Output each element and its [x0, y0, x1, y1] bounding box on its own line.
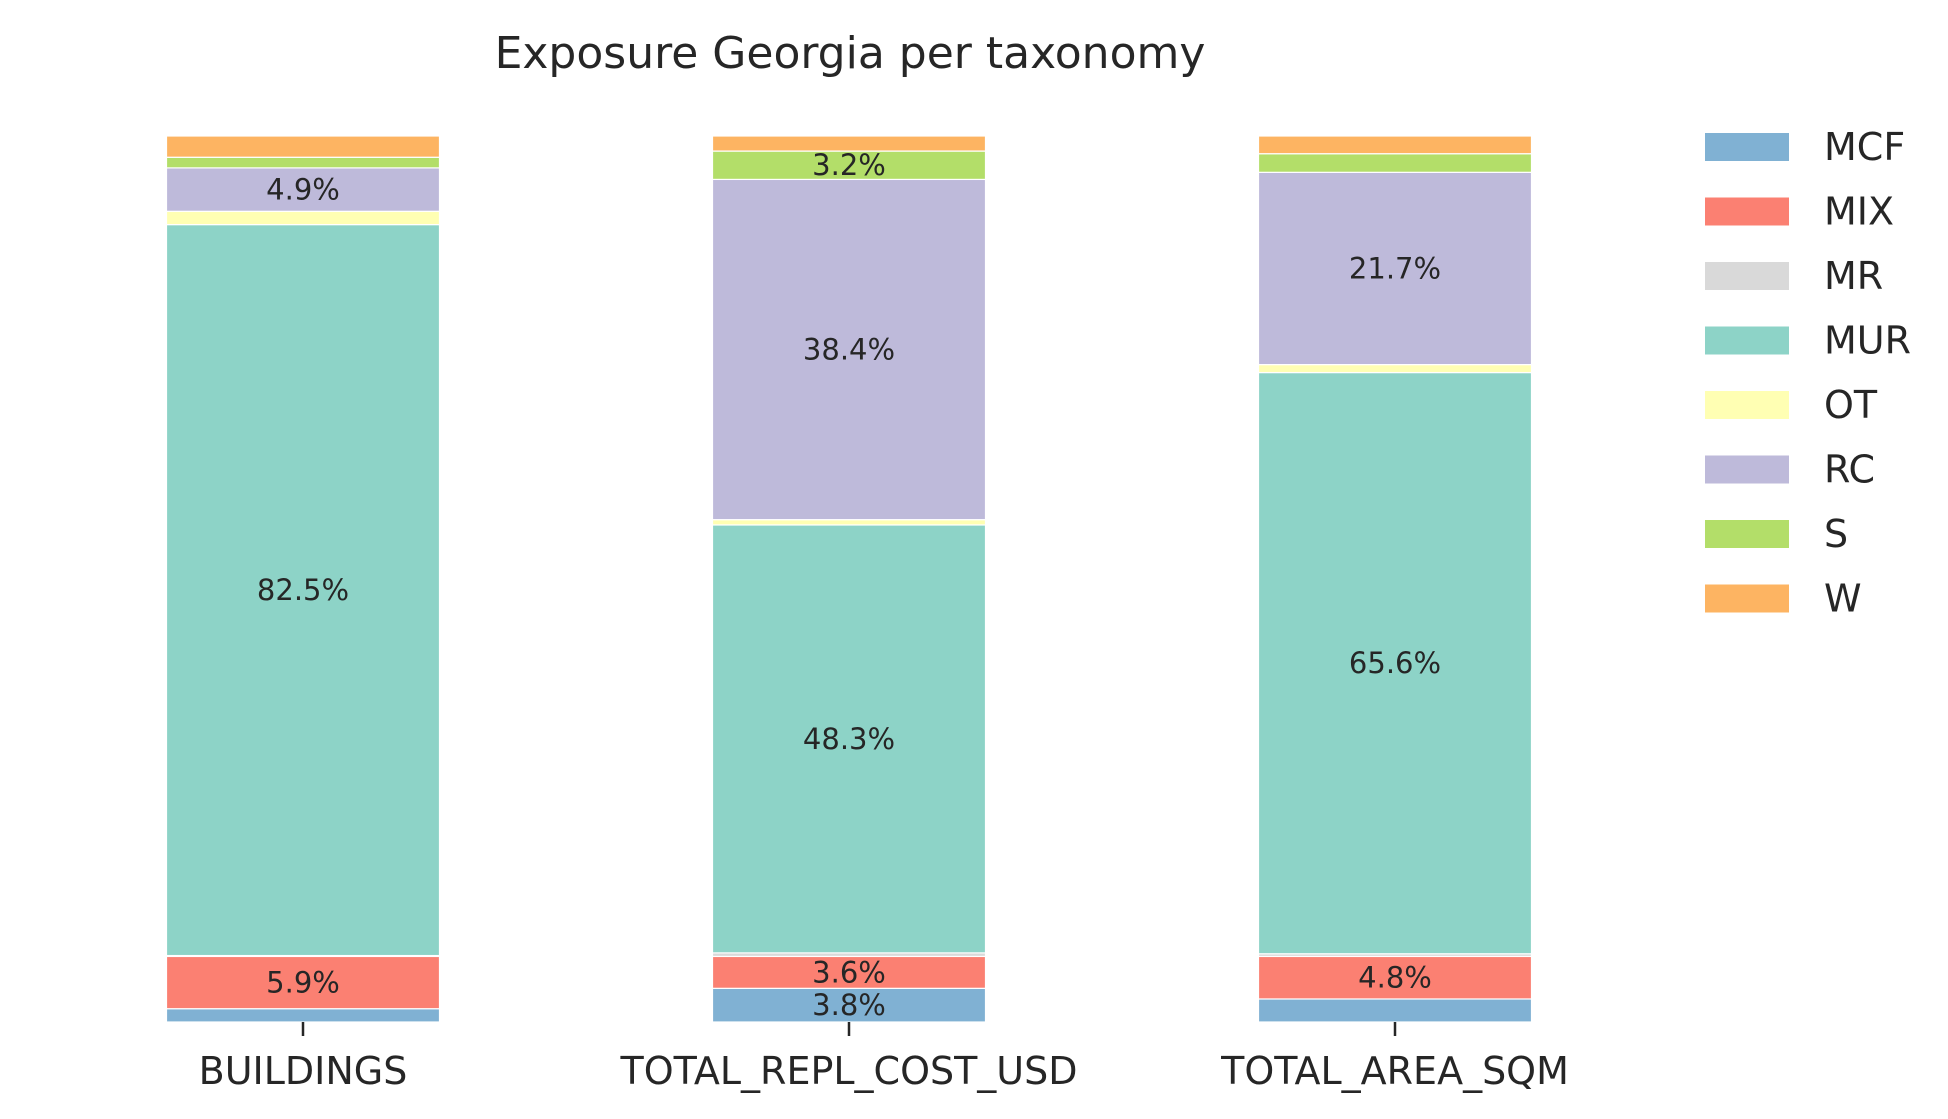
- bar-segment-total_area_sqm-s: [1257, 153, 1533, 173]
- chart-title: Exposure Georgia per taxonomy: [495, 28, 1206, 79]
- legend-label-ot: OT: [1824, 383, 1878, 427]
- bar-segment-total_repl_cost_usd-s: [711, 150, 987, 181]
- legend-label-s: S: [1824, 512, 1848, 556]
- bar-segment-buildings-w: [165, 135, 441, 158]
- bar-segment-total_repl_cost_usd-mur: [711, 524, 987, 954]
- bar-segment-total_repl_cost_usd-rc: [711, 178, 987, 521]
- bar-segment-total_area_sqm-mcf: [1257, 998, 1533, 1023]
- bar-segment-total_repl_cost_usd-mcf: [711, 987, 987, 1023]
- x-tick-label-total_repl_cost_usd: TOTAL_REPL_COST_USD: [619, 1049, 1077, 1093]
- data-label-total_area_sqm-mix: 4.8%: [1358, 961, 1432, 995]
- x-tick-label-total_area_sqm: TOTAL_AREA_SQM: [1220, 1049, 1569, 1093]
- bar-segment-total_area_sqm-mix: [1257, 955, 1533, 1000]
- legend-label-mur: MUR: [1824, 319, 1911, 363]
- x-tick-label-buildings: BUILDINGS: [199, 1049, 408, 1093]
- legend-swatch-s: [1705, 520, 1789, 548]
- legend-label-mr: MR: [1824, 254, 1883, 298]
- legend-swatch-rc: [1705, 455, 1789, 484]
- legend-swatch-ot: [1705, 391, 1789, 419]
- legend-swatch-w: [1705, 584, 1789, 613]
- data-label-buildings-mur: 82.5%: [257, 573, 349, 607]
- legend-swatch-mix: [1705, 197, 1789, 226]
- legend-label-w: W: [1824, 577, 1862, 621]
- data-label-total_repl_cost_usd-rc: 38.4%: [803, 333, 895, 367]
- bar-segment-total_area_sqm-mur: [1257, 371, 1533, 955]
- data-label-total_area_sqm-mur: 65.6%: [1349, 646, 1441, 680]
- legend: MCF MIX MR MUR OT RC SW: [1705, 125, 1911, 621]
- x-axis: BUILDINGS TOTAL_REPL_COST_USD TOTAL_AREA_S…: [199, 1022, 1569, 1093]
- bar-segment-total_area_sqm-rc: [1257, 171, 1533, 366]
- bar-segment-buildings-mcf: [165, 1008, 441, 1023]
- bar-segment-buildings-ot: [165, 210, 441, 226]
- bar-segment-buildings-s: [165, 156, 441, 169]
- legend-label-mcf: MCF: [1824, 125, 1905, 169]
- data-label-buildings-mix: 5.9%: [266, 966, 340, 1000]
- bars-group: 5.9% 82.5% 4.9% 3.8%3.6% 48.3% 38.4% 3.2% 4.8% 6…: [165, 135, 1533, 1023]
- bar-segment-buildings-mur: [165, 224, 441, 957]
- bar-segment-total_area_sqm-w: [1257, 135, 1533, 155]
- data-label-buildings-rc: 4.9%: [266, 173, 340, 207]
- bar-segment-total_repl_cost_usd-ot: [711, 519, 987, 526]
- data-label-total_repl_cost_usd-s: 3.2%: [812, 148, 886, 182]
- data-label-total_repl_cost_usd-mix: 3.6%: [812, 955, 886, 989]
- data-label-total_area_sqm-rc: 21.7%: [1349, 251, 1441, 285]
- legend-swatch-mcf: [1705, 133, 1789, 161]
- legend-swatch-mr: [1705, 262, 1789, 290]
- bar-segment-buildings-mix: [165, 955, 441, 1010]
- bar-segment-total_area_sqm-ot: [1257, 363, 1533, 374]
- legend-label-mix: MIX: [1824, 190, 1894, 234]
- legend-label-rc: RC: [1824, 448, 1875, 492]
- legend-swatch-mur: [1705, 326, 1789, 355]
- data-label-total_repl_cost_usd-mcf: 3.8%: [812, 988, 886, 1022]
- data-label-total_repl_cost_usd-mur: 48.3%: [803, 722, 895, 756]
- bar-segment-buildings-rc: [165, 167, 441, 212]
- bar-segment-total_repl_cost_usd-w: [711, 135, 987, 152]
